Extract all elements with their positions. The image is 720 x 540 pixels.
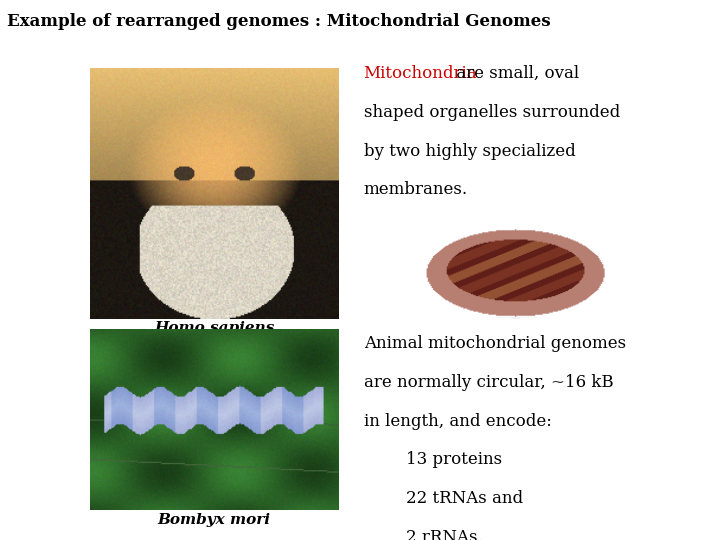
Text: Animal mitochondrial genomes: Animal mitochondrial genomes bbox=[364, 335, 626, 352]
Text: shaped organelles surrounded: shaped organelles surrounded bbox=[364, 104, 620, 120]
Text: Bombyx mori: Bombyx mori bbox=[158, 513, 271, 527]
Text: 22 tRNAs and: 22 tRNAs and bbox=[364, 490, 523, 507]
Text: 2 rRNAs.: 2 rRNAs. bbox=[364, 529, 482, 540]
Text: by two highly specialized: by two highly specialized bbox=[364, 143, 575, 159]
Text: are small, oval: are small, oval bbox=[451, 65, 580, 82]
Text: Homo sapiens: Homo sapiens bbox=[154, 321, 274, 335]
Text: are normally circular, ~16 kB: are normally circular, ~16 kB bbox=[364, 374, 613, 390]
Text: Mitochondria: Mitochondria bbox=[364, 65, 477, 82]
Text: in length, and encode:: in length, and encode: bbox=[364, 413, 552, 429]
Text: membranes.: membranes. bbox=[364, 181, 468, 198]
Text: 13 proteins: 13 proteins bbox=[364, 451, 502, 468]
Text: Example of rearranged genomes : Mitochondrial Genomes: Example of rearranged genomes : Mitochon… bbox=[7, 14, 551, 30]
